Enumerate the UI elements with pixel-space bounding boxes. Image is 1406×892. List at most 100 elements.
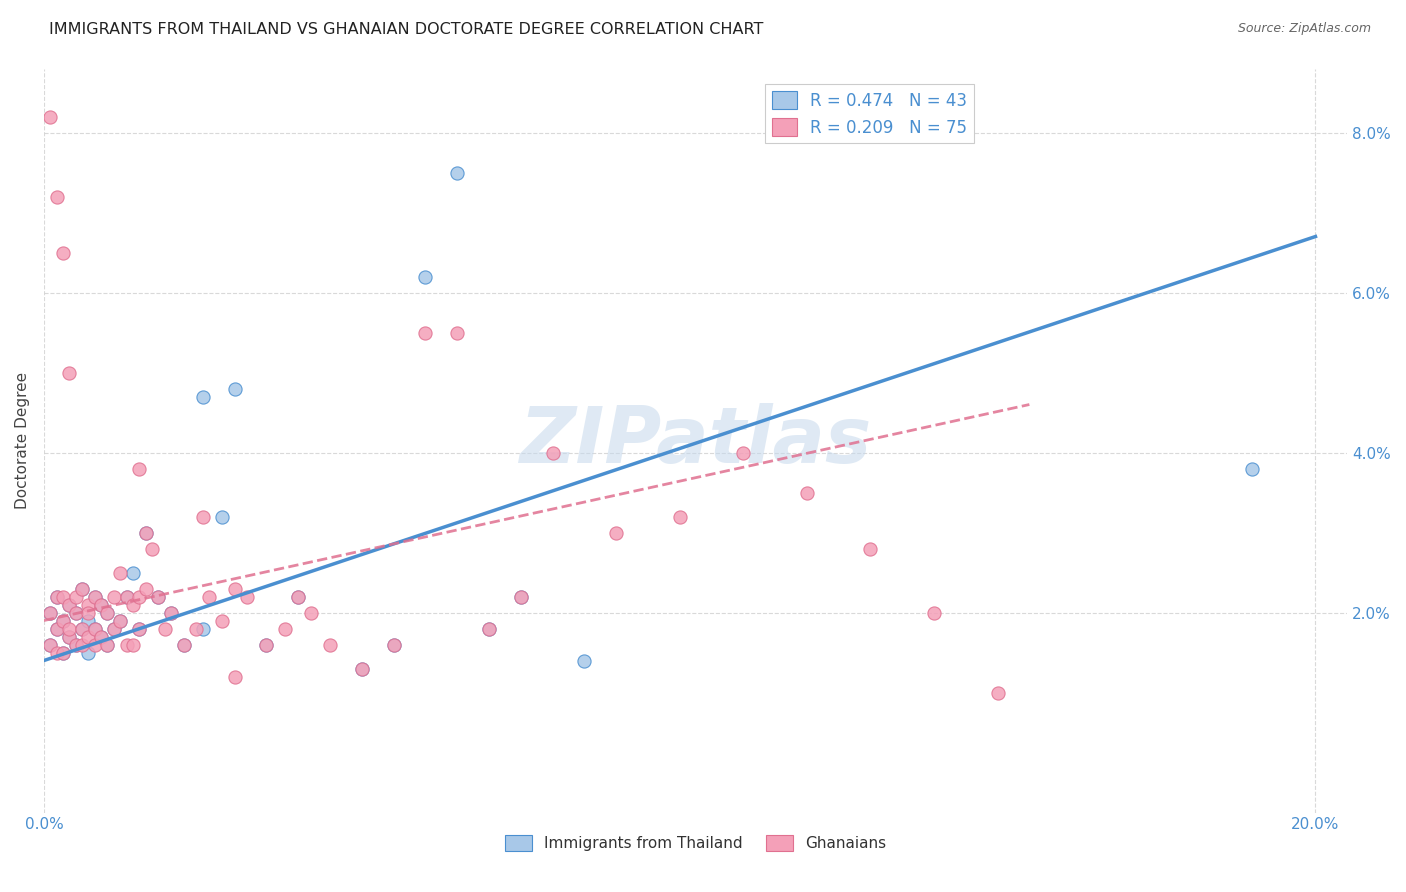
Point [605, 525, 627, 540]
Point [103, 622, 125, 636]
Point [65, 638, 87, 652]
Point [77, 630, 100, 644]
Point [90, 630, 112, 644]
Point [70, 638, 93, 652]
Point [733, 445, 755, 459]
Text: ZIPatlas: ZIPatlas [519, 402, 872, 478]
Text: IMMIGRANTS FROM THAILAND VS GHANAIAN DOCTORATE DEGREE CORRELATION CHART: IMMIGRANTS FROM THAILAND VS GHANAIAN DOC… [49, 22, 763, 37]
Point [115, 590, 138, 604]
Point [668, 509, 690, 524]
Point [236, 590, 259, 604]
Point [224, 582, 246, 596]
Point [39, 638, 62, 652]
Point [39, 638, 62, 652]
Point [77, 598, 100, 612]
Point [478, 622, 501, 636]
Point [574, 654, 596, 668]
Point [70, 582, 93, 596]
Point [103, 622, 125, 636]
Point [45, 646, 67, 660]
Point [77, 606, 100, 620]
Point [45, 189, 67, 203]
Point [350, 661, 373, 675]
Y-axis label: Doctorate Degree: Doctorate Degree [15, 372, 30, 509]
Point [122, 598, 145, 612]
Point [922, 606, 945, 620]
Point [254, 638, 277, 652]
Point [446, 326, 468, 340]
Point [83, 590, 105, 604]
Point [122, 638, 145, 652]
Point [58, 630, 80, 644]
Point [211, 509, 233, 524]
Point [96, 606, 118, 620]
Point [90, 630, 112, 644]
Point [509, 590, 531, 604]
Point [90, 598, 112, 612]
Point [39, 606, 62, 620]
Point [446, 165, 468, 179]
Point [415, 269, 437, 284]
Point [45, 590, 67, 604]
Point [70, 622, 93, 636]
Point [115, 638, 138, 652]
Point [58, 598, 80, 612]
Point [70, 622, 93, 636]
Point [128, 622, 150, 636]
Legend: R = 0.474   N = 43, R = 0.209   N = 75: R = 0.474 N = 43, R = 0.209 N = 75 [765, 84, 974, 144]
Point [299, 606, 322, 620]
Point [52, 614, 75, 628]
Point [90, 598, 112, 612]
Point [103, 590, 125, 604]
Point [135, 525, 157, 540]
Point [96, 606, 118, 620]
Point [859, 541, 882, 556]
Point [148, 590, 170, 604]
Point [96, 638, 118, 652]
Point [77, 646, 100, 660]
Point [382, 638, 405, 652]
Point [254, 638, 277, 652]
Point [65, 606, 87, 620]
Point [58, 598, 80, 612]
Point [796, 485, 818, 500]
Point [52, 590, 75, 604]
Point [198, 590, 221, 604]
Point [987, 685, 1010, 699]
Point [173, 638, 195, 652]
Point [509, 590, 531, 604]
Point [135, 582, 157, 596]
Point [52, 614, 75, 628]
Point [45, 590, 67, 604]
Point [135, 525, 157, 540]
Point [115, 590, 138, 604]
Point [65, 638, 87, 652]
Point [319, 638, 342, 652]
Point [58, 366, 80, 380]
Point [70, 582, 93, 596]
Point [160, 606, 183, 620]
Point [65, 606, 87, 620]
Point [39, 110, 62, 124]
Point [141, 541, 163, 556]
Point [191, 509, 214, 524]
Point [191, 390, 214, 404]
Point [45, 622, 67, 636]
Point [478, 622, 501, 636]
Point [128, 461, 150, 475]
Point [58, 630, 80, 644]
Point [415, 326, 437, 340]
Point [211, 614, 233, 628]
Point [39, 606, 62, 620]
Point [77, 614, 100, 628]
Point [382, 638, 405, 652]
Point [153, 622, 176, 636]
Point [541, 445, 564, 459]
Point [287, 590, 309, 604]
Point [108, 614, 131, 628]
Point [52, 245, 75, 260]
Point [83, 622, 105, 636]
Point [83, 638, 105, 652]
Point [224, 382, 246, 396]
Point [224, 669, 246, 683]
